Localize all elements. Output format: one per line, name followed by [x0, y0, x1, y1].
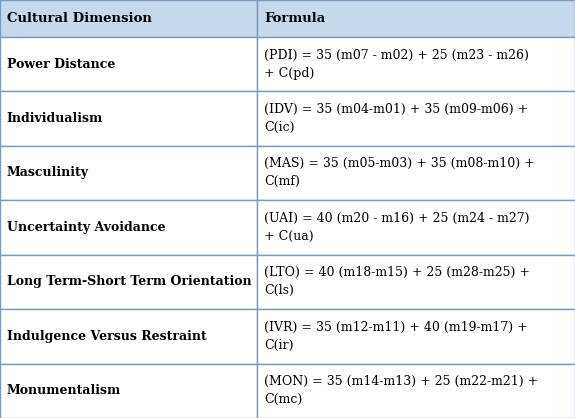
- Bar: [257, 364, 575, 418]
- Bar: [257, 200, 575, 255]
- Bar: [257, 146, 575, 200]
- Bar: [0, 146, 257, 200]
- Bar: [0, 37, 257, 91]
- Text: (IDV) = 35 (m04-m01) + 35 (m09-m06) +
C(ic): (IDV) = 35 (m04-m01) + 35 (m09-m06) + C(…: [264, 103, 528, 134]
- Text: Long Term-Short Term Orientation: Long Term-Short Term Orientation: [7, 275, 251, 288]
- Text: (UAI) = 40 (m20 - m16) + 25 (m24 - m27)
+ C(ua): (UAI) = 40 (m20 - m16) + 25 (m24 - m27) …: [264, 212, 530, 243]
- Text: Uncertainty Avoidance: Uncertainty Avoidance: [7, 221, 166, 234]
- Text: Formula: Formula: [264, 12, 325, 25]
- Bar: [257, 0, 575, 37]
- Bar: [0, 309, 257, 364]
- Bar: [0, 200, 257, 255]
- Bar: [257, 255, 575, 309]
- Text: Power Distance: Power Distance: [7, 58, 115, 71]
- Bar: [257, 91, 575, 146]
- Bar: [0, 91, 257, 146]
- Text: (IVR) = 35 (m12-m11) + 40 (m19-m17) +
C(ir): (IVR) = 35 (m12-m11) + 40 (m19-m17) + C(…: [264, 321, 528, 352]
- Bar: [0, 255, 257, 309]
- Text: Monumentalism: Monumentalism: [7, 384, 121, 397]
- Bar: [0, 364, 257, 418]
- Text: (MON) = 35 (m14-m13) + 25 (m22-m21) +
C(mc): (MON) = 35 (m14-m13) + 25 (m22-m21) + C(…: [264, 375, 538, 406]
- Text: Cultural Dimension: Cultural Dimension: [7, 12, 152, 25]
- Text: (MAS) = 35 (m05-m03) + 35 (m08-m10) +
C(mf): (MAS) = 35 (m05-m03) + 35 (m08-m10) + C(…: [264, 158, 535, 189]
- Text: (LTO) = 40 (m18-m15) + 25 (m28-m25) +
C(ls): (LTO) = 40 (m18-m15) + 25 (m28-m25) + C(…: [264, 266, 530, 297]
- Text: Indulgence Versus Restraint: Indulgence Versus Restraint: [7, 330, 206, 343]
- Bar: [0, 0, 257, 37]
- Bar: [257, 309, 575, 364]
- Text: Individualism: Individualism: [7, 112, 103, 125]
- Text: Masculinity: Masculinity: [7, 166, 89, 179]
- Bar: [257, 37, 575, 91]
- Text: (PDI) = 35 (m07 - m02) + 25 (m23 - m26)
+ C(pd): (PDI) = 35 (m07 - m02) + 25 (m23 - m26) …: [264, 48, 529, 79]
